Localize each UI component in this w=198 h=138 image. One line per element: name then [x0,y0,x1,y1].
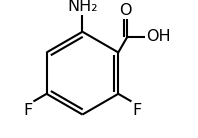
Text: F: F [24,103,33,118]
Text: O: O [120,3,132,18]
Text: F: F [132,103,141,118]
Text: NH₂: NH₂ [67,0,98,14]
Text: OH: OH [146,29,170,44]
